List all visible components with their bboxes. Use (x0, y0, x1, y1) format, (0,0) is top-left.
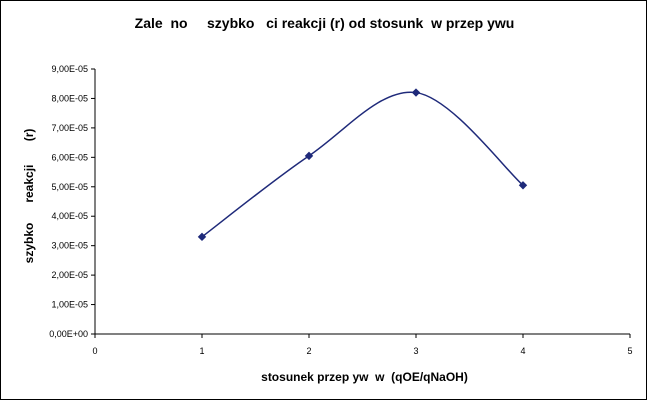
y-tick-label: 5,00E-05 (51, 182, 88, 192)
x-tick-label: 3 (413, 346, 418, 356)
y-tick-label: 8,00E-05 (51, 93, 88, 103)
x-tick-label: 1 (199, 346, 204, 356)
y-tick-label: 6,00E-05 (51, 152, 88, 162)
data-point-marker (411, 88, 421, 97)
x-tick-label: 2 (306, 346, 311, 356)
y-tick-label: 9,00E-05 (51, 64, 88, 74)
y-tick-label: 2,00E-05 (51, 270, 88, 280)
data-point-marker (518, 181, 528, 190)
y-tick-label: 4,00E-05 (51, 211, 88, 221)
y-tick-label: 7,00E-05 (51, 123, 88, 133)
data-point-marker (197, 232, 207, 242)
data-point-marker (304, 151, 314, 161)
x-tick-label: 5 (627, 346, 632, 356)
x-tick-label: 0 (92, 346, 97, 356)
series-line (201, 91, 524, 238)
y-tick-label: 3,00E-05 (51, 241, 88, 251)
x-axis-label: stosunek przep yw w (qOE/qNaOH) (261, 370, 468, 384)
y-tick-label: 1,00E-05 (51, 300, 88, 310)
y-tick-label: 0,00E+00 (49, 329, 88, 339)
x-tick-label: 4 (520, 346, 525, 356)
chart-title: Zale no szybko ci reakcji (r) od stosunk… (134, 15, 515, 31)
